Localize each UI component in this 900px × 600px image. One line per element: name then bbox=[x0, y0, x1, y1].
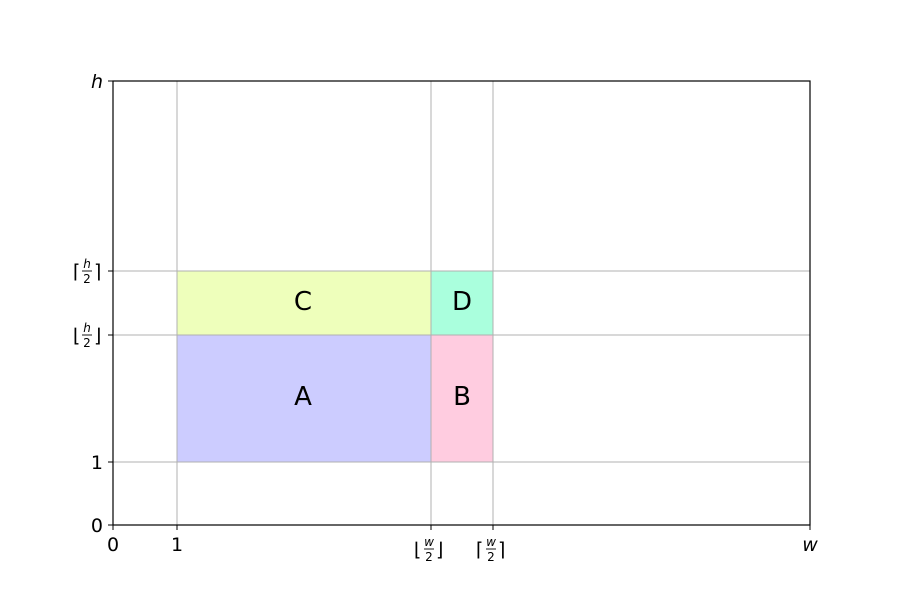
x-label-floor-w: ⌊ w 2 ⌋ bbox=[414, 535, 443, 564]
svg-text:w: w bbox=[424, 535, 434, 549]
svg-text:⌋: ⌋ bbox=[94, 325, 101, 347]
svg-text:2: 2 bbox=[83, 336, 91, 350]
svg-text:⌋: ⌋ bbox=[436, 539, 443, 561]
svg-text:⌊: ⌊ bbox=[414, 539, 421, 561]
svg-text:h: h bbox=[83, 257, 91, 271]
y-label-ceil-h: ⌈ h 2 ⌉ bbox=[73, 257, 101, 286]
region-a-label: A bbox=[294, 382, 312, 412]
y-label-1: 1 bbox=[91, 452, 103, 474]
svg-text:⌉: ⌉ bbox=[498, 539, 505, 561]
svg-text:2: 2 bbox=[425, 550, 433, 564]
region-d-label: D bbox=[452, 287, 472, 317]
svg-text:⌊: ⌊ bbox=[73, 325, 80, 347]
y-label-floor-h: ⌊ h 2 ⌋ bbox=[73, 321, 101, 350]
region-b bbox=[431, 335, 493, 462]
svg-text:⌉: ⌉ bbox=[94, 261, 101, 283]
x-label-w: w bbox=[802, 534, 818, 556]
region-c bbox=[177, 271, 431, 335]
x-label-0: 0 bbox=[107, 534, 119, 556]
svg-text:w: w bbox=[486, 535, 496, 549]
svg-text:2: 2 bbox=[83, 272, 91, 286]
svg-text:⌈: ⌈ bbox=[73, 261, 80, 283]
region-c-label: C bbox=[294, 287, 312, 317]
axes-frame bbox=[112, 80, 811, 526]
region-d bbox=[431, 271, 493, 335]
x-label-ceil-w: ⌈ w 2 ⌉ bbox=[476, 535, 505, 564]
svg-text:2: 2 bbox=[487, 550, 495, 564]
region-b-label: B bbox=[453, 382, 471, 412]
svg-text:h: h bbox=[83, 321, 91, 335]
svg-text:⌈: ⌈ bbox=[476, 539, 483, 561]
x-label-1: 1 bbox=[171, 534, 183, 556]
y-label-h: h bbox=[91, 71, 103, 93]
region-a bbox=[177, 335, 431, 462]
y-label-0: 0 bbox=[91, 515, 103, 537]
